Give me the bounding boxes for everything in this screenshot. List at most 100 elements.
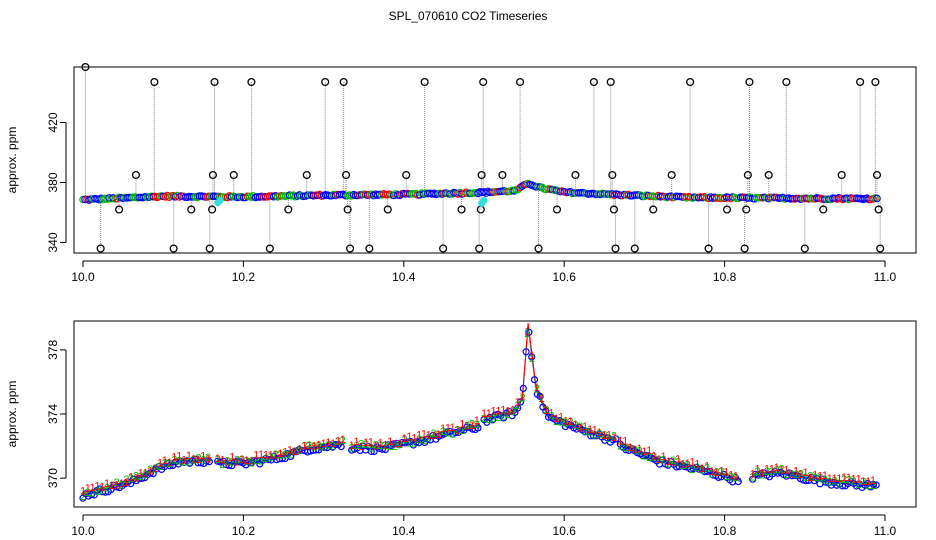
series-point: 2: [406, 437, 412, 449]
series-point: 2: [836, 478, 842, 490]
series-point: 1: [454, 425, 460, 437]
series-point: 2: [846, 474, 852, 486]
series-point: 1: [191, 454, 197, 466]
series-point: 1: [416, 429, 422, 441]
series-point: 1: [397, 438, 403, 450]
spike-point: [229, 170, 238, 180]
series-point: 1: [292, 446, 298, 458]
series-point: 1: [311, 441, 317, 453]
spike-point: [284, 205, 293, 214]
series-point: 1: [296, 444, 302, 456]
series-point: 1: [524, 326, 530, 338]
series-point: 1: [827, 473, 833, 485]
bottom-y-tick-label: 378: [46, 340, 60, 360]
series-point: 2: [870, 480, 876, 492]
series-point: 1: [689, 457, 695, 469]
series-point: 1: [714, 467, 720, 479]
series-point: 2: [450, 428, 456, 440]
series-point: 2: [114, 477, 120, 489]
spike-point: [169, 244, 178, 253]
spike-point: [439, 244, 448, 253]
series-point: 2: [306, 440, 312, 452]
series-point: 1: [353, 436, 359, 448]
series-point: 1: [426, 430, 432, 442]
series-point: 2: [392, 441, 398, 453]
series-point: 1: [544, 405, 550, 417]
top-x-tick-label: 10.4: [392, 270, 416, 284]
series-point: [205, 458, 213, 466]
series-point: 2: [728, 472, 734, 484]
series-point: 1: [373, 441, 379, 453]
series-point: 2: [186, 456, 192, 468]
spike-point: [365, 244, 374, 253]
spike-point: [837, 170, 846, 180]
series-point: 1: [661, 451, 667, 463]
series-point: 2: [764, 466, 770, 478]
spike-point: [265, 244, 274, 253]
series-point: 1: [563, 415, 569, 427]
cyan-point: [480, 197, 488, 204]
series-point: 1: [90, 482, 96, 494]
series-point: 1: [592, 424, 598, 436]
series-point: 1: [316, 440, 322, 452]
spike-point: [187, 205, 196, 214]
series-point: 2: [709, 469, 715, 481]
series-point: 2: [277, 450, 283, 462]
series-point: 1: [870, 475, 876, 487]
series-point: 1: [162, 455, 168, 467]
series-point: 2: [292, 446, 298, 458]
series-point: 1: [85, 482, 91, 494]
series-point: 1: [421, 429, 427, 441]
series-point: 2: [627, 443, 633, 455]
series-point: 2: [152, 463, 158, 475]
top-x-tick-label: 11.0: [874, 270, 897, 284]
series-point: 1: [817, 471, 823, 483]
spike-point: [704, 244, 713, 253]
spike-point: [856, 77, 865, 87]
series-point: 1: [474, 415, 480, 427]
series-point: 1: [617, 436, 623, 448]
series-point: 2: [205, 452, 211, 464]
series-point: 2: [402, 434, 408, 446]
series-point: 1: [406, 431, 412, 443]
series-point: 2: [234, 455, 240, 467]
top-x-tick-label: 10.0: [71, 270, 95, 284]
series-point: 1: [622, 436, 628, 448]
series-point: 1: [349, 440, 355, 452]
spike-point: [686, 77, 695, 87]
bottom-y-tick-label: 370: [46, 468, 60, 488]
series-point: 1: [519, 390, 525, 402]
spike-point: [876, 244, 885, 253]
series-point: 1: [632, 444, 638, 456]
series-point: [404, 438, 412, 446]
series-point: 2: [368, 443, 374, 455]
spike-point: [649, 205, 658, 214]
series-point: 2: [157, 461, 163, 473]
series-point: 1: [778, 464, 784, 476]
series-point: 2: [162, 457, 168, 469]
series-point: 1: [268, 450, 274, 462]
series-point: 1: [387, 436, 393, 448]
series-point: 1: [253, 450, 259, 462]
bottom-y-tick-label: 374: [46, 404, 60, 424]
series-point: [289, 448, 298, 456]
series-point: 2: [534, 384, 540, 396]
spike-point: [477, 170, 486, 180]
series-point: 2: [454, 424, 460, 436]
series-point: 1: [841, 472, 847, 484]
series-point: 1: [505, 406, 511, 418]
series-point: [872, 481, 880, 489]
series-point: [530, 376, 539, 384]
series-point: 1: [860, 476, 866, 488]
series-point: 2: [464, 420, 470, 432]
series-point: 2: [831, 476, 837, 488]
series-point: 2: [641, 451, 647, 463]
series-point: 1: [699, 463, 705, 475]
top-spike-markers: [81, 62, 885, 253]
series-point: 1: [402, 433, 408, 445]
series-point: 1: [138, 468, 144, 480]
bottom-x-tick-label: 10.2: [232, 524, 256, 538]
spike-point: [630, 244, 639, 253]
series-point: 1: [709, 466, 715, 478]
